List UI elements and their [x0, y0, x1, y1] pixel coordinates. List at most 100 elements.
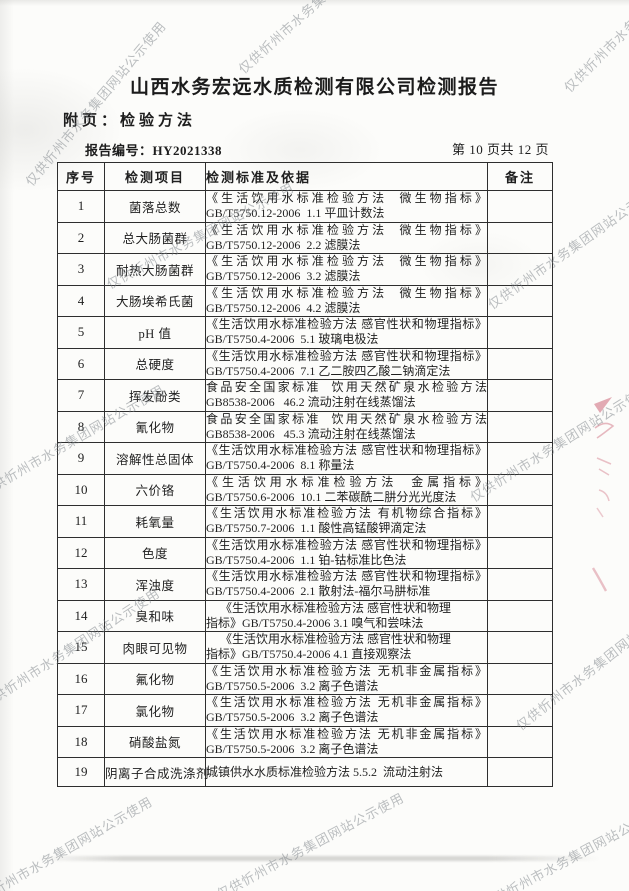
- watermark: 仅供忻州市水务集团网站公示使用: [235, 0, 402, 77]
- test-item-cell: 硝酸盐氮: [104, 725, 206, 758]
- standard-cell: 《生活饮用水标准检验方法 有机物综合指标》 GB/T5750.7-2006 1.…: [205, 505, 488, 538]
- test-item-cell: 氟化物: [104, 662, 206, 695]
- table-row: 13 浑浊度 《生活饮用水标准检验方法 感官性状和物理指标》 GB/T5750.…: [57, 568, 553, 601]
- row-number-cell: 12: [57, 536, 105, 569]
- remark-cell: [487, 410, 553, 443]
- remark-cell: [487, 221, 553, 254]
- standard-line1: 食品安全国家标准 饮用天然矿泉水检验方法: [206, 380, 487, 395]
- standard-cell: 《生活饮用水标准检验方法 感官性状和物理指标》 GB/T5750.4-2006 …: [205, 442, 488, 475]
- test-item-cell: 氰化物: [104, 410, 206, 443]
- standard-cell: 《生活饮用水标准检验方法 微生物指标》 GB/T5750.12-2006 3.2…: [205, 253, 488, 286]
- remark-cell: [487, 536, 553, 569]
- remark-cell: [487, 442, 553, 475]
- test-item-cell: 臭和味: [104, 599, 206, 632]
- standard-line2: GB/T5750.4-2006 8.1 称量法: [206, 458, 355, 473]
- row-number-cell: 7: [57, 379, 105, 412]
- remark-cell: [487, 725, 553, 758]
- standard-line2: 指标》GB/T5750.4-2006 3.1 嗅气和尝味法: [206, 615, 424, 630]
- standard-line1: 《生活饮用水标准检验方法 无机非金属指标》: [206, 695, 487, 710]
- test-item-cell: 大肠埃希氏菌: [104, 284, 206, 317]
- attachment-label: 附页：检验方法: [63, 113, 197, 129]
- test-item-cell: 色度: [104, 536, 206, 569]
- report-number-label: 报告编号：: [85, 143, 153, 158]
- standard-line2: GB/T5750.4-2006 2.1 散射法-福尔马肼标准: [206, 584, 431, 599]
- test-item-cell: 总大肠菌群: [104, 221, 206, 254]
- remark-cell: [487, 347, 553, 380]
- table-row: 15 肉眼可见物 《生活饮用水标准检验方法 感官性状和物理 指标》GB/T575…: [57, 631, 553, 664]
- watermark: 仅供忻州市水务集团网站公示使用: [214, 789, 407, 891]
- table-row: 12 色度 《生活饮用水标准检验方法 感官性状和物理指标》 GB/T5750.4…: [57, 536, 553, 569]
- standard-line2: GB/T5750.12-2006 4.2 滤膜法: [206, 300, 361, 315]
- standard-line1: 《生活饮用水标准检验方法 微生物指标》: [206, 285, 487, 300]
- test-item-cell: 耐热大肠菌群: [104, 253, 206, 286]
- standard-cell: 《生活饮用水标准检验方法 感官性状和物理指标》 GB/T5750.4-2006 …: [205, 347, 488, 380]
- standard-cell: 《生活饮用水标准检验方法 感官性状和物理指标》 GB/T5750.4-2006 …: [205, 536, 488, 569]
- standard-line2: GB/T5750.4-2006 7.1 乙二胺四乙酸二钠滴定法: [206, 363, 451, 378]
- standard-cell: 食品安全国家标准 饮用天然矿泉水检验方法 GB8538-2006 45.3 流动…: [205, 410, 488, 443]
- standard-cell: 城镇供水水质标准检验方法 5.5.2 流动注射法: [205, 757, 488, 787]
- standard-cell: 《生活饮用水标准检验方法 无机非金属指标》 GB/T5750.5-2006 3.…: [205, 694, 488, 727]
- header-standard: 检测标准及依据: [205, 162, 488, 191]
- standard-cell: 《生活饮用水标准检验方法 感官性状和物理 指标》GB/T5750.4-2006 …: [205, 631, 488, 664]
- table-row: 17 氯化物 《生活饮用水标准检验方法 无机非金属指标》 GB/T5750.5-…: [57, 694, 553, 727]
- remark-cell: [487, 505, 553, 538]
- remark-cell: [487, 662, 553, 695]
- table-header-row: 序号 检测项目 检测标准及依据 备注: [57, 162, 553, 191]
- table-row: 10 六价铬 《生活饮用水标准检验方法 金属指标》 GB/T5750.6-200…: [57, 473, 553, 506]
- test-item-cell: 六价铬: [104, 473, 206, 506]
- row-number-cell: 14: [57, 599, 105, 632]
- standard-line1: 《生活饮用水标准检验方法 微生物指标》: [206, 222, 487, 237]
- test-item-cell: 氯化物: [104, 694, 206, 727]
- remark-cell: [487, 757, 553, 787]
- row-number-cell: 17: [57, 694, 105, 727]
- test-item-cell: 耗氧量: [104, 505, 206, 538]
- standard-line1: 城镇供水水质标准检验方法 5.5.2 流动注射法: [206, 764, 444, 779]
- standard-line2: GB/T5750.5-2006 3.2 离子色谱法: [206, 678, 379, 693]
- standard-cell: 《生活饮用水标准检验方法 微生物指标》 GB/T5750.12-2006 2.2…: [205, 221, 488, 254]
- table-row: 18 硝酸盐氮 《生活饮用水标准检验方法 无机非金属指标》 GB/T5750.5…: [57, 725, 553, 758]
- watermark: 仅供忻州市水务集团网站公示使用: [479, 799, 629, 891]
- standard-line1: 《生活饮用水标准检验方法 感官性状和物理指标》: [206, 348, 487, 363]
- standard-line1: 《生活饮用水标准检验方法 感官性状和物理指标》: [206, 443, 487, 458]
- remark-cell: [487, 316, 553, 349]
- row-number-cell: 8: [57, 410, 105, 443]
- row-number-cell: 18: [57, 725, 105, 758]
- standard-line1: 《生活饮用水标准检验方法 感官性状和物理指标》: [206, 317, 487, 332]
- test-item-cell: 总硬度: [104, 347, 206, 380]
- page-title: 山西水务宏远水质检测有限公司检测报告: [129, 77, 499, 98]
- remark-cell: [487, 253, 553, 286]
- table-row: 8 氰化物 食品安全国家标准 饮用天然矿泉水检验方法 GB8538-2006 4…: [57, 410, 553, 443]
- standard-line2: GB/T5750.4-2006 5.1 玻璃电极法: [206, 332, 379, 347]
- table-row: 16 氟化物 《生活饮用水标准检验方法 无机非金属指标》 GB/T5750.5-…: [57, 662, 553, 695]
- standard-line2: GB8538-2006 45.3 流动注射在线蒸馏法: [206, 426, 416, 441]
- standard-line1: 《生活饮用水标准检验方法 无机非金属指标》: [206, 663, 487, 678]
- row-number-cell: 15: [57, 631, 105, 664]
- test-item-cell: 挥发酚类: [104, 379, 206, 412]
- table-row: 3 耐热大肠菌群 《生活饮用水标准检验方法 微生物指标》 GB/T5750.12…: [57, 253, 553, 286]
- table-row: 14 臭和味 《生活饮用水标准检验方法 感官性状和物理 指标》GB/T5750.…: [57, 599, 553, 632]
- standard-line1: 《生活饮用水标准检验方法 金属指标》: [206, 474, 487, 489]
- table-row: 2 总大肠菌群 《生活饮用水标准检验方法 微生物指标》 GB/T5750.12-…: [57, 221, 553, 254]
- remark-cell: [487, 599, 553, 632]
- standard-line2: GB/T5750.12-2006 3.2 滤膜法: [206, 269, 361, 284]
- standard-line2: GB/T5750.6-2006 10.1 二苯碳酰二肼分光光度法: [206, 489, 457, 504]
- row-number-cell: 10: [57, 473, 105, 506]
- scan-fold-artifact: [38, 856, 600, 861]
- standard-line2: GB/T5750.7-2006 1.1 酸性高锰酸钾滴定法: [206, 521, 427, 536]
- test-item-cell: 溶解性总固体: [104, 442, 206, 475]
- standard-line1: 《生活饮用水标准检验方法 无机非金属指标》: [206, 726, 487, 741]
- table-row: 5 pH 值 《生活饮用水标准检验方法 感官性状和物理指标》 GB/T5750.…: [57, 316, 553, 349]
- standard-line2: GB/T5750.5-2006 3.2 离子色谱法: [206, 741, 379, 756]
- red-stamp-marks: [591, 397, 615, 592]
- table-row: 6 总硬度 《生活饮用水标准检验方法 感官性状和物理指标》 GB/T5750.4…: [57, 347, 553, 380]
- standard-line2: GB8538-2006 46.2 流动注射在线蒸馏法: [206, 395, 416, 410]
- row-number-cell: 11: [57, 505, 105, 538]
- standard-cell: 《生活饮用水标准检验方法 感官性状和物理指标》 GB/T5750.4-2006 …: [205, 568, 488, 601]
- remark-cell: [487, 694, 553, 727]
- remark-cell: [487, 190, 553, 223]
- remark-cell: [487, 631, 553, 664]
- remark-cell: [487, 284, 553, 317]
- header-item: 检测项目: [104, 162, 206, 191]
- test-item-cell: pH 值: [104, 316, 206, 349]
